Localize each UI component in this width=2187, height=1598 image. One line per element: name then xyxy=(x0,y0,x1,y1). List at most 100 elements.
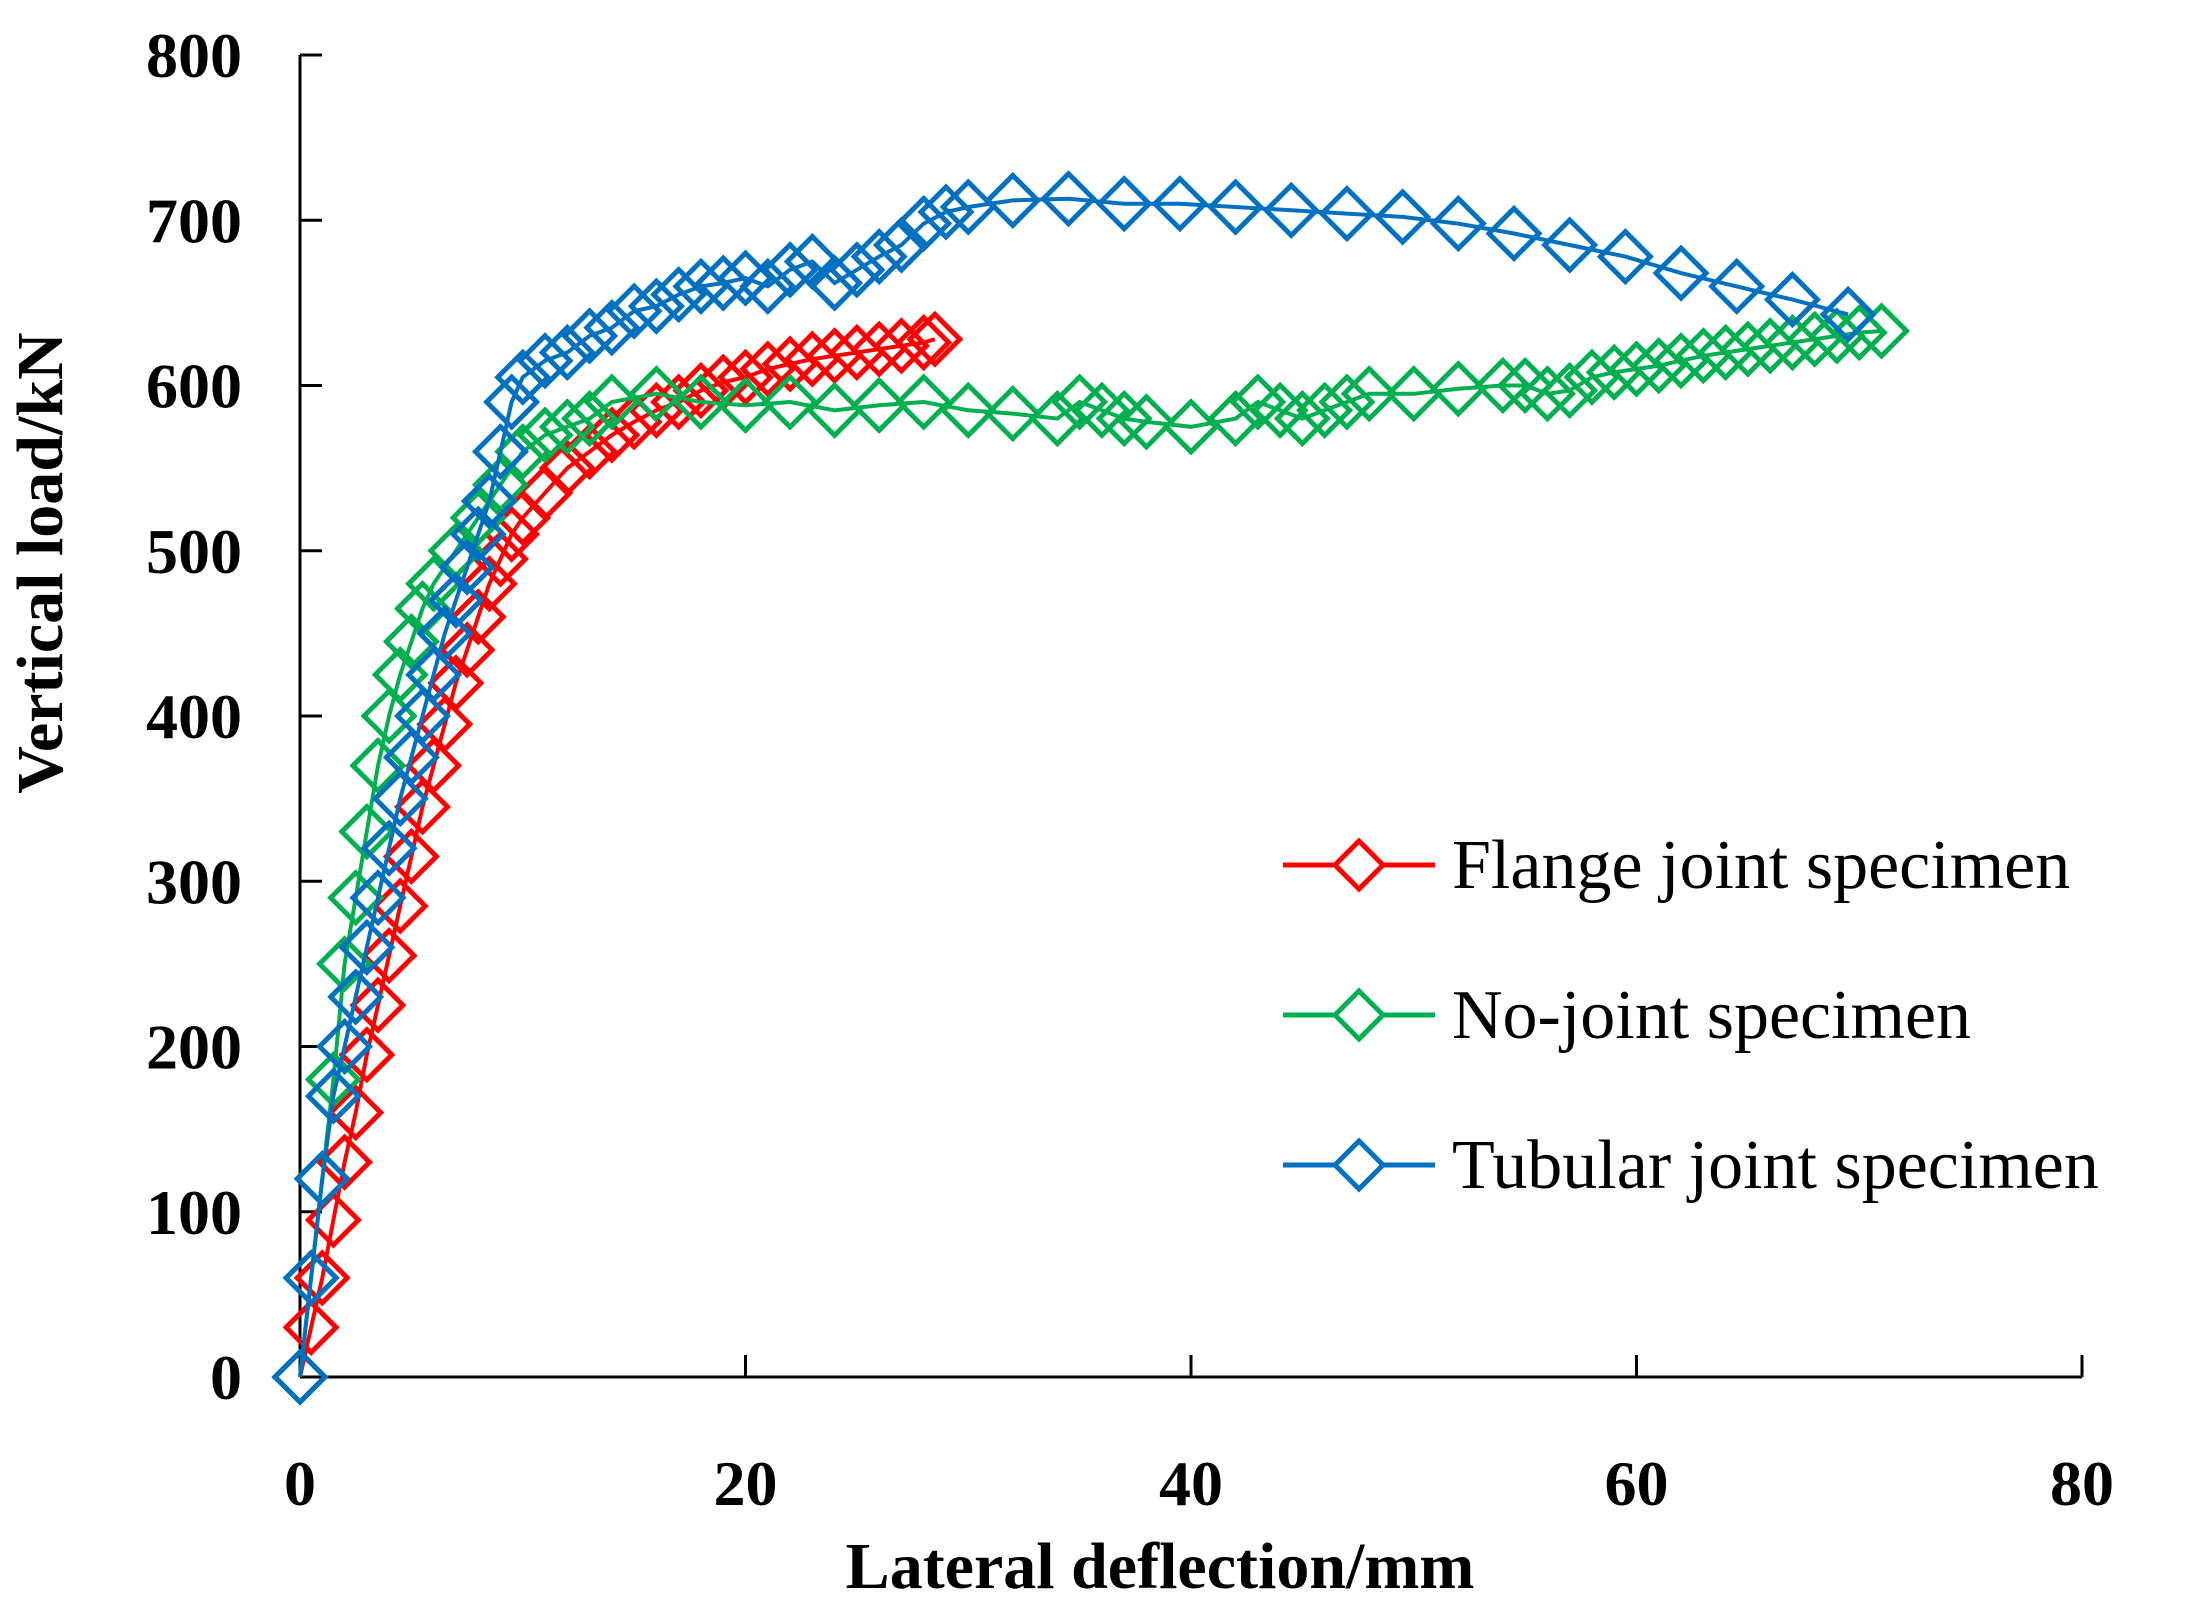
data-point xyxy=(984,385,1042,443)
data-point xyxy=(1518,365,1576,423)
data-point xyxy=(627,277,685,335)
data-point xyxy=(349,869,407,927)
data-point xyxy=(716,376,775,434)
data-point xyxy=(449,588,507,646)
data-point xyxy=(316,935,374,993)
data-point xyxy=(516,406,574,464)
data-point xyxy=(304,1067,362,1125)
data-point xyxy=(1095,175,1153,233)
data-point xyxy=(327,968,385,1026)
series-2 xyxy=(271,170,1877,1406)
y-tick-label: 800 xyxy=(146,20,242,91)
data-point xyxy=(672,373,730,431)
data-point xyxy=(1763,271,1821,329)
data-point xyxy=(293,1249,351,1307)
data-point xyxy=(716,348,775,406)
data-point xyxy=(382,827,440,885)
legend-label: Tubular joint specimen xyxy=(1452,1127,2099,1204)
series-1 xyxy=(271,302,1911,1406)
data-point xyxy=(1374,188,1432,246)
data-point xyxy=(761,373,819,431)
data-point xyxy=(427,571,485,629)
data-point xyxy=(349,737,407,795)
data-point xyxy=(405,646,463,704)
data-point xyxy=(360,819,418,877)
data-point xyxy=(806,254,864,312)
data-point xyxy=(672,361,730,419)
data-point xyxy=(650,266,708,324)
y-tick-label: 400 xyxy=(146,681,242,752)
plot-area xyxy=(271,170,1911,1406)
data-point xyxy=(449,505,507,563)
data-point xyxy=(438,538,496,596)
data-point xyxy=(1474,356,1532,415)
data-point xyxy=(271,1348,329,1406)
data-point xyxy=(984,171,1042,229)
data-point xyxy=(561,307,619,365)
data-point xyxy=(494,423,552,481)
legend-marker xyxy=(1331,1137,1387,1193)
data-point xyxy=(895,195,953,253)
data-point xyxy=(1585,343,1643,401)
data-point xyxy=(371,770,429,828)
series-line xyxy=(298,329,1882,1378)
data-point xyxy=(1630,337,1688,395)
data-point xyxy=(783,330,841,388)
data-point xyxy=(1207,178,1265,236)
data-point xyxy=(538,323,596,381)
series-line xyxy=(298,337,936,1378)
data-point xyxy=(872,317,930,375)
data-point xyxy=(761,241,819,299)
data-point xyxy=(293,1150,351,1208)
data-point xyxy=(382,613,440,671)
y-tick-label: 500 xyxy=(146,516,242,587)
data-point xyxy=(739,257,797,315)
data-point xyxy=(516,332,574,390)
axes: 0 100 200 300 400 500 600 700 800 0 20 40 60 80 xyxy=(146,20,2114,1519)
data-point xyxy=(1151,175,1209,233)
data-point xyxy=(1117,393,1175,451)
data-point xyxy=(1262,181,1320,239)
y-tick-label: 0 xyxy=(210,1342,242,1413)
data-point xyxy=(872,216,930,274)
data-point xyxy=(327,869,385,927)
data-point xyxy=(561,390,619,448)
y-tick-label: 300 xyxy=(146,846,242,917)
y-axis-title: Vertical load/kN xyxy=(4,332,77,793)
data-point xyxy=(1273,390,1331,448)
data-point xyxy=(349,976,407,1034)
data-point xyxy=(316,1017,374,1076)
data-point xyxy=(393,687,452,745)
data-point xyxy=(627,365,685,423)
data-point xyxy=(494,348,552,406)
data-point xyxy=(694,254,752,312)
data-point xyxy=(1786,310,1844,368)
data-point xyxy=(1429,195,1487,253)
legend-marker xyxy=(1331,837,1387,893)
data-point xyxy=(360,927,418,985)
data-point xyxy=(338,918,396,976)
data-point xyxy=(382,728,440,786)
legend-marker xyxy=(1331,987,1387,1043)
data-point xyxy=(416,695,474,753)
x-tick-label: 60 xyxy=(1605,1448,1669,1519)
data-point xyxy=(806,327,864,385)
data-point xyxy=(282,1298,340,1356)
data-point xyxy=(1429,360,1487,418)
data-point xyxy=(471,456,530,514)
x-tick-label: 0 xyxy=(284,1448,316,1519)
data-point xyxy=(850,228,908,286)
data-point xyxy=(338,803,396,861)
data-point xyxy=(1039,170,1098,228)
data-point xyxy=(605,282,663,340)
data-point xyxy=(405,737,463,795)
data-point xyxy=(828,323,886,381)
data-point xyxy=(739,340,797,398)
y-tick-label: 600 xyxy=(146,351,242,422)
data-point xyxy=(939,381,997,439)
data-point xyxy=(1808,307,1866,365)
data-point xyxy=(906,310,964,368)
x-tick-label: 40 xyxy=(1159,1448,1223,1519)
data-point xyxy=(1830,304,1888,362)
data-point xyxy=(538,439,596,497)
